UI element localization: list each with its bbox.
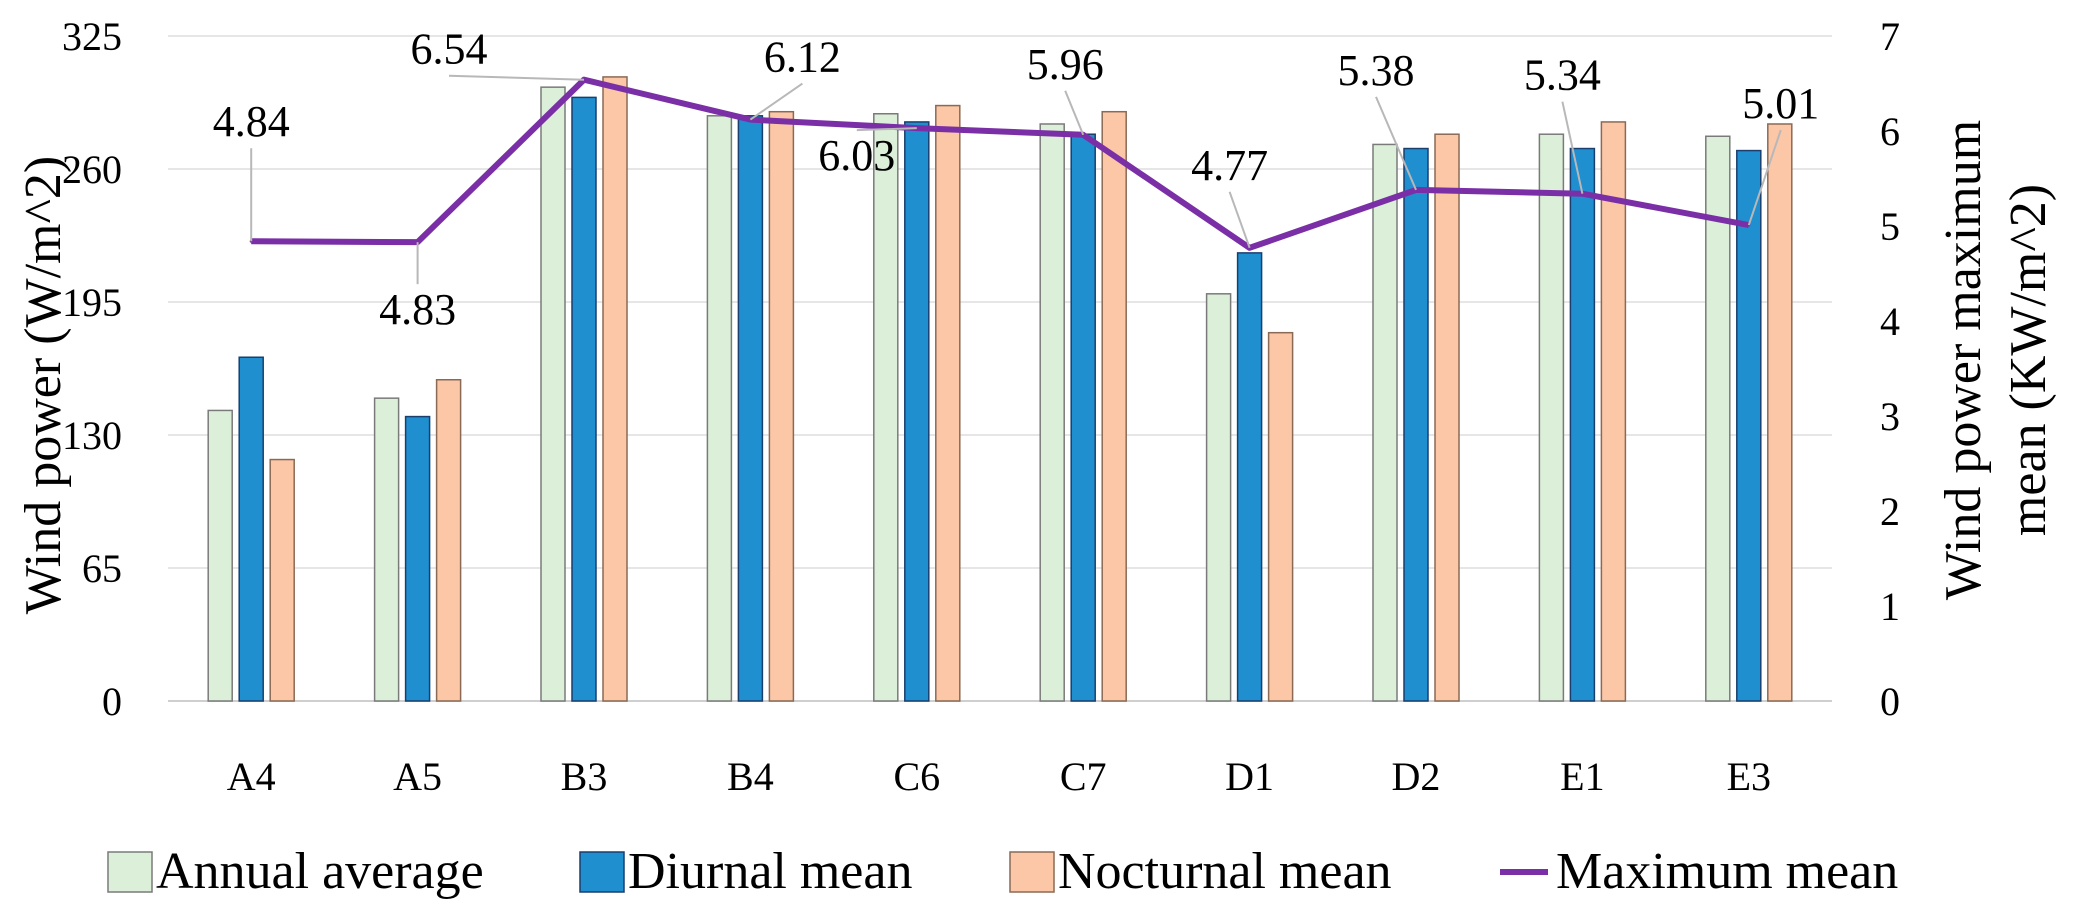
y-left-axis-title: Wind power (W/m^2) — [15, 156, 72, 614]
tick-labels: 0 65 130 195 260 325 0 1 2 3 4 5 6 7 A4 A5 B3 B4 C6 C7 D1 D2 E… — [62, 14, 1900, 799]
bar-diurnal-mean — [404, 415, 431, 702]
bar-annual-average — [706, 115, 733, 702]
x-tick-label: C6 — [893, 754, 940, 799]
maximum-mean-data-label: 5.96 — [1027, 40, 1104, 89]
bar-diurnal-mean — [1403, 147, 1429, 702]
maximum-mean-line — [251, 76, 1750, 251]
bar-diurnal-mean — [238, 356, 264, 702]
maximum-mean-data-label: 5.01 — [1742, 79, 1819, 128]
maximum-mean-data-label: 6.03 — [818, 131, 895, 180]
data-label-leader — [1561, 101, 1584, 194]
bar-annual-average — [1205, 293, 1232, 702]
bar-diurnal-mean — [1569, 147, 1596, 702]
y-right-axis-title-line1: Wind power maximum — [1935, 120, 1992, 600]
y-left-tick-label: 325 — [62, 14, 122, 59]
data-label-leader — [749, 82, 803, 121]
bar-nocturnal-mean — [1101, 110, 1127, 702]
bar-nocturnal-mean — [602, 76, 628, 702]
bars — [207, 76, 1793, 702]
bar-annual-average — [873, 113, 899, 702]
x-tick-label: D2 — [1392, 754, 1441, 799]
bar-annual-average — [1372, 143, 1398, 702]
y-left-tick-label: 195 — [62, 280, 122, 325]
bar-nocturnal-mean — [935, 104, 961, 702]
y-right-tick-label: 3 — [1880, 394, 1900, 439]
maximum-mean-data-label: 6.12 — [764, 33, 841, 82]
y-right-tick-label: 6 — [1880, 109, 1900, 154]
y-right-axis-title-line2: mean (KW/m^2) — [2000, 184, 2057, 536]
bar-nocturnal-mean — [435, 379, 462, 702]
bar-diurnal-mean — [1070, 133, 1096, 702]
bar-nocturnal-mean — [269, 458, 295, 702]
x-tick-label: D1 — [1225, 754, 1274, 799]
x-tick-label: C7 — [1060, 754, 1107, 799]
y-right-tick-label: 7 — [1880, 14, 1900, 59]
maximum-mean-data-label: 4.83 — [379, 285, 456, 334]
bar-diurnal-mean — [737, 115, 764, 702]
bar-nocturnal-mean — [1600, 121, 1627, 702]
x-tick-label: B4 — [727, 754, 774, 799]
bar-diurnal-mean — [904, 121, 930, 702]
bar-diurnal-mean — [571, 96, 597, 702]
legend: Annual average Diurnal mean Nocturnal me… — [107, 843, 1898, 900]
legend-swatch-annual-average — [107, 851, 153, 893]
legend-swatch-nocturnal-mean — [1009, 851, 1055, 893]
y-right-tick-label: 4 — [1880, 299, 1900, 344]
bar-annual-average — [373, 397, 400, 702]
maximum-mean-data-label: 6.54 — [411, 25, 488, 74]
maximum-mean-data-label: 5.34 — [1524, 51, 1601, 100]
bar-annual-average — [1039, 123, 1065, 702]
x-tick-label: A4 — [227, 754, 276, 799]
bar-annual-average — [207, 409, 233, 702]
legend-label-annual-average: Annual average — [156, 843, 484, 900]
x-tick-label: E1 — [1560, 754, 1604, 799]
y-right-tick-label: 2 — [1880, 489, 1900, 534]
x-tick-label: A5 — [393, 754, 442, 799]
x-tick-label: E3 — [1727, 754, 1771, 799]
data-label-leader — [1747, 129, 1782, 226]
maximum-mean-data-label: 4.77 — [1191, 141, 1268, 190]
maximum-mean-line-group — [249, 76, 1751, 251]
bar-diurnal-mean — [1736, 149, 1762, 702]
legend-swatch-diurnal-mean — [579, 851, 625, 893]
legend-label-diurnal-mean: Diurnal mean — [628, 843, 912, 900]
bar-nocturnal-mean — [768, 110, 795, 702]
y-left-tick-label: 130 — [62, 413, 122, 458]
maximum-mean-data-label: 5.38 — [1338, 46, 1415, 95]
data-label-leader — [1228, 191, 1251, 249]
bar-annual-average — [1705, 135, 1731, 702]
bar-annual-average — [540, 86, 566, 702]
y-right-tick-label: 1 — [1880, 584, 1900, 629]
bar-nocturnal-mean — [1767, 123, 1793, 702]
y-left-tick-label: 260 — [62, 147, 122, 192]
y-right-tick-label: 0 — [1880, 679, 1900, 724]
data-label-leader — [856, 127, 917, 132]
bar-annual-average — [1538, 133, 1565, 702]
legend-label-maximum-mean: Maximum mean — [1556, 843, 1898, 900]
bar-nocturnal-mean — [1267, 331, 1294, 702]
legend-label-nocturnal-mean: Nocturnal mean — [1058, 843, 1392, 900]
bar-diurnal-mean — [1236, 252, 1263, 702]
bar-nocturnal-mean — [1434, 133, 1460, 702]
data-labels: 4.84 4.83 6.54 6.12 6.03 5.96 4.77 5.38 5.34 5.01 — [213, 25, 1820, 334]
y-left-tick-label: 0 — [102, 679, 122, 724]
data-label-leader — [1375, 96, 1417, 191]
y-left-tick-label: 65 — [82, 546, 122, 591]
x-tick-label: B3 — [561, 754, 608, 799]
y-right-tick-label: 5 — [1880, 204, 1900, 249]
data-label-leader — [448, 74, 585, 81]
maximum-mean-data-label: 4.84 — [213, 97, 290, 146]
data-label-leader — [1064, 90, 1085, 136]
